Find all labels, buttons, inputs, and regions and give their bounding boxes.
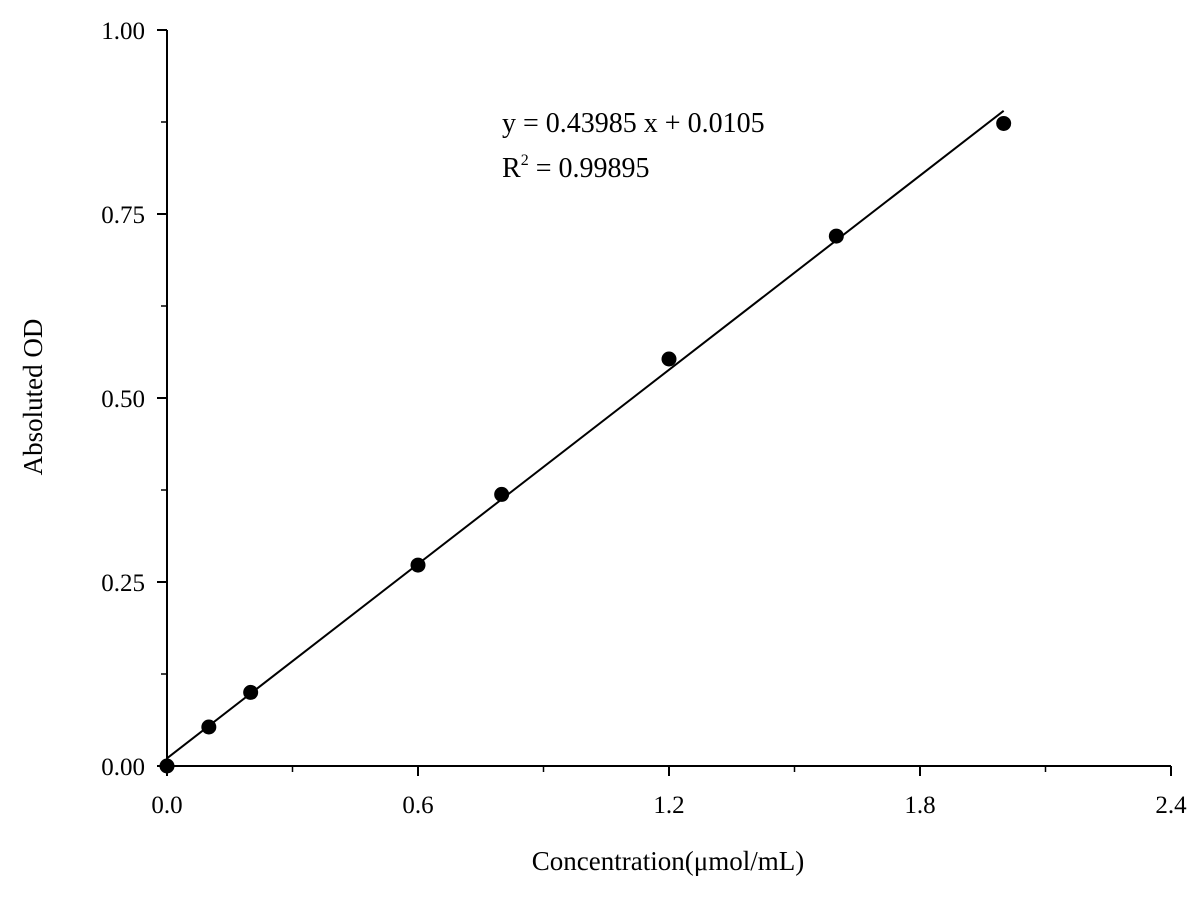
y-tick-label: 0.75 xyxy=(101,202,145,229)
data-point xyxy=(996,115,1012,131)
r-squared: R2 = 0.99895 xyxy=(502,152,649,184)
r-squared-exponent: 2 xyxy=(521,152,529,169)
y-tick-label: 0.25 xyxy=(101,570,145,597)
y-tick-label: 0.00 xyxy=(101,754,145,781)
data-point xyxy=(243,684,259,700)
data-point xyxy=(159,758,175,774)
axes xyxy=(157,29,1172,776)
data-point xyxy=(201,719,217,735)
r-squared-value: = 0.99895 xyxy=(529,153,650,184)
data-point xyxy=(828,228,844,244)
data-points xyxy=(159,115,1012,774)
fit-line xyxy=(166,110,1005,760)
x-tick-label: 1.2 xyxy=(653,792,684,819)
y-tick-label: 0.50 xyxy=(101,386,145,413)
x-tick-label: 0.0 xyxy=(151,792,182,819)
x-tick-label: 1.8 xyxy=(904,792,935,819)
data-point xyxy=(494,486,510,502)
data-point xyxy=(661,351,677,367)
r-squared-symbol: R xyxy=(502,153,521,184)
x-tick-label: 0.6 xyxy=(402,792,433,819)
y-tick-label: 1.00 xyxy=(101,18,145,45)
data-point xyxy=(410,557,426,573)
x-axis-title: Concentration(μmol/mL) xyxy=(532,846,804,876)
x-tick-label: 2.4 xyxy=(1155,792,1187,819)
y-axis-title: Absoluted OD xyxy=(18,319,48,476)
fit-line-group xyxy=(166,110,1005,760)
fit-equation: y = 0.43985 x + 0.0105 xyxy=(502,108,765,139)
tick-labels: 0.0 0.6 1.2 1.8 2.4 0.00 0.25 0.50 0.75 1.00 xyxy=(101,18,1187,819)
